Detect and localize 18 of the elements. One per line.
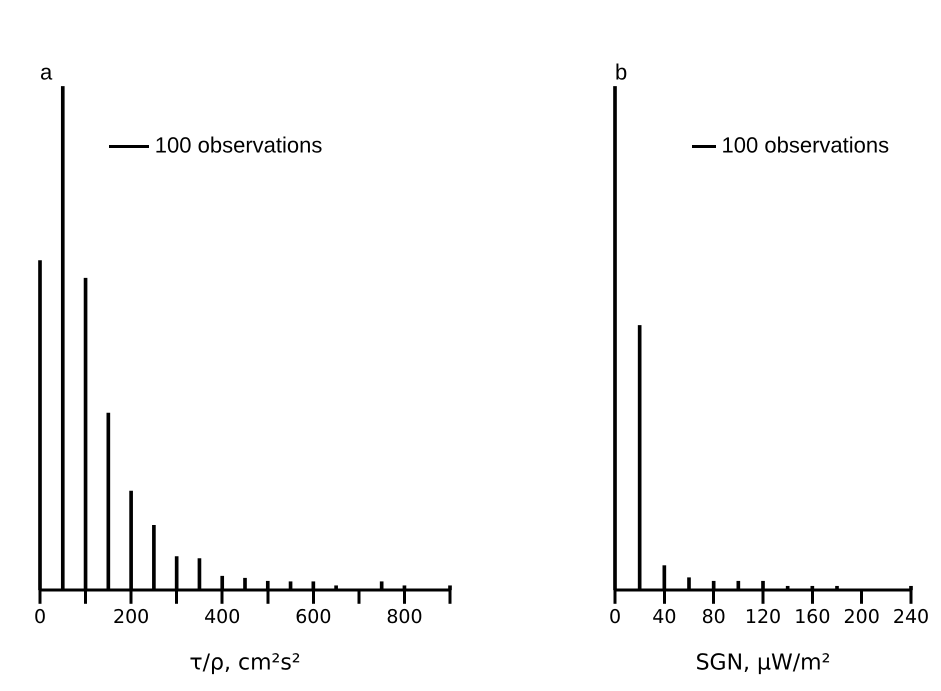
x-tick-label: 200 <box>844 606 880 628</box>
x-tick-label: 0 <box>608 606 622 628</box>
annotation: 100 observations <box>154 132 322 158</box>
x-axis-title: SGN, μW/m² <box>696 650 830 676</box>
x-tick-label: 0 <box>34 606 46 628</box>
x-tick-label: 800 <box>386 606 423 628</box>
x-axis-title: τ/ρ, cm²s² <box>189 650 301 676</box>
x-tick-label: 200 <box>112 606 150 628</box>
x-tick-label: 240 <box>892 606 930 628</box>
x-tick-label: 80 <box>702 606 726 628</box>
x-tick-label: 160 <box>794 606 830 628</box>
chart-title: b <box>615 59 628 84</box>
chart-title: a <box>40 59 53 84</box>
x-tick-label: 600 <box>295 606 332 628</box>
x-tick-label: 40 <box>652 606 676 628</box>
annotation: 100 observations <box>722 132 890 158</box>
x-tick-label: 400 <box>204 606 240 628</box>
x-tick-label: 120 <box>744 606 782 628</box>
